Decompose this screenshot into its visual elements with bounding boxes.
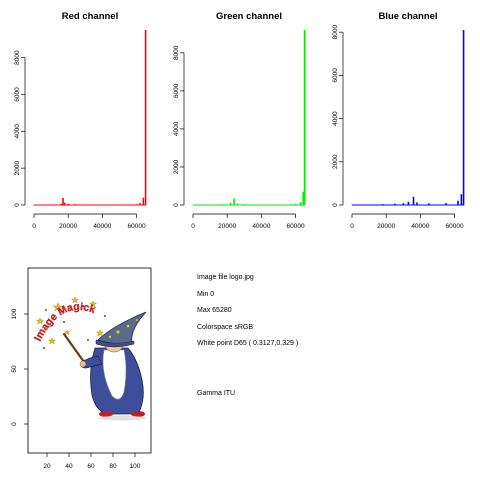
x-tick-label: 20 [43, 463, 51, 470]
y-tick-label: 4000 [14, 124, 21, 139]
y-tick-label: 6000 [14, 87, 21, 102]
x-tick-label: 40000 [411, 223, 429, 230]
y-tick-label: 2000 [332, 154, 339, 169]
x-tick-label: 0 [191, 223, 195, 230]
y-tick-label: 8000 [14, 50, 21, 65]
chart-title: Red channel [62, 11, 119, 22]
info-colorspace: Colorspace sRGB [197, 323, 254, 331]
y-axis: 0 2000 4000 6000 8000 [332, 25, 344, 207]
info-white-point: White point D65 ( 0.3127,0.329 ) [197, 340, 299, 347]
histogram-panel-2: Green channel 0 2000 4000 6000 8000 0 20000 4000… [173, 11, 306, 230]
x-tick-label: 40000 [93, 223, 111, 230]
x-tick-label: 0 [32, 223, 36, 230]
y-tick-label: 2000 [173, 159, 180, 174]
x-tick-label: 40 [65, 463, 73, 470]
chart-title: Green channel [216, 11, 282, 22]
info-file: Image file logo.jpg [197, 274, 254, 281]
image-frame [27, 267, 152, 454]
wizard-logo-icon: Image Magick [32, 296, 147, 421]
y-tick-label: 4000 [332, 111, 339, 126]
y-axis: 0 2000 4000 6000 8000 [14, 50, 26, 207]
x-axis: 0 20000 40000 60000 [32, 213, 146, 230]
image-info-panel: Image file logo.jpg Min 0 Max 65280 Colo… [197, 270, 298, 402]
x-axis: 0 20000 40000 60000 [191, 213, 305, 230]
x-tick-label: 20000 [377, 223, 395, 230]
y-tick-label: 8000 [173, 45, 180, 60]
info-max: Max 65280 [197, 307, 232, 314]
histogram-bins [33, 30, 147, 205]
x-tick-label: 40000 [252, 223, 270, 230]
histogram-bins [351, 30, 465, 205]
image-y-axis: 0 50 100 [11, 308, 28, 426]
y-tick-label: 0 [173, 203, 180, 207]
y-tick-label: 100 [11, 308, 18, 319]
histogram-bins [192, 30, 306, 205]
y-tick-label: 2000 [14, 161, 21, 176]
x-tick-label: 20000 [59, 223, 77, 230]
info-gamma: Gamma ITU [197, 389, 236, 397]
x-tick-label: 100 [130, 463, 141, 470]
y-tick-label: 8000 [332, 25, 339, 40]
image-panel: 20 40 60 80 100 0 50 100 Image Magick [11, 267, 152, 470]
y-tick-label: 0 [11, 422, 18, 426]
x-tick-label: 60000 [128, 223, 146, 230]
x-tick-label: 80 [109, 463, 117, 470]
x-tick-label: 60 [87, 463, 95, 470]
histogram-panel-1: Red channel 0 2000 4000 6000 8000 0 20000 40000 6… [14, 11, 147, 230]
y-tick-label: 6000 [332, 68, 339, 83]
image-x-axis: 20 40 60 80 100 [43, 453, 141, 470]
x-axis: 0 20000 40000 60000 [350, 213, 464, 230]
y-tick-label: 0 [14, 203, 21, 207]
y-tick-label: 50 [11, 365, 18, 373]
y-tick-label: 4000 [173, 121, 180, 136]
x-tick-label: 60000 [446, 223, 464, 230]
y-tick-label: 6000 [173, 83, 180, 98]
histogram-panel-3: Blue channel 0 2000 4000 6000 8000 0 20000 40000… [332, 11, 465, 230]
chart-title: Blue channel [378, 11, 437, 22]
x-tick-label: 60000 [287, 223, 305, 230]
y-tick-label: 0 [332, 203, 339, 207]
x-tick-label: 0 [350, 223, 354, 230]
y-axis: 0 2000 4000 6000 8000 [173, 45, 185, 207]
x-tick-label: 20000 [218, 223, 236, 230]
info-min: Min 0 [197, 290, 215, 298]
